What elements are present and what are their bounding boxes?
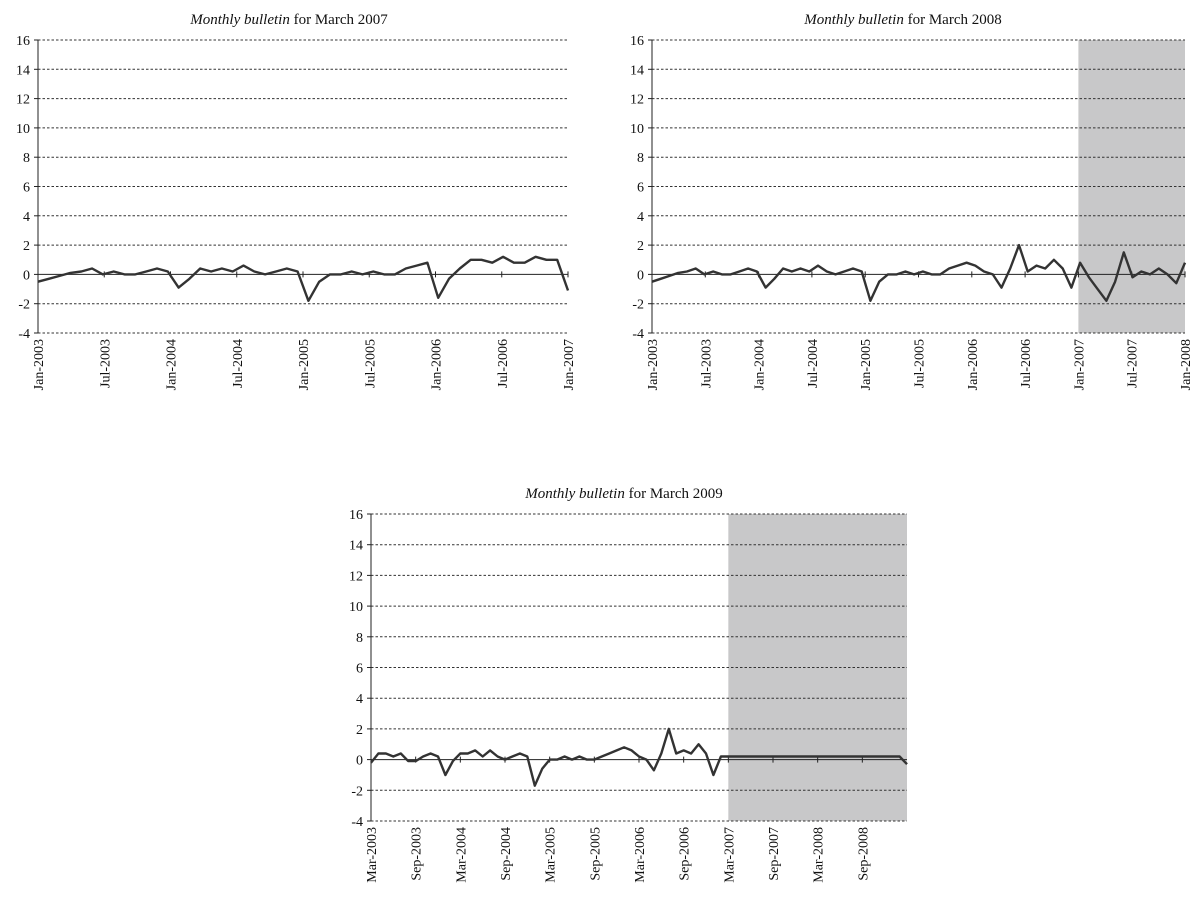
y-tick-label: 10 bbox=[16, 122, 30, 137]
chart-panel-1: Monthly bulletin for March 2007 -4 -2 0 2 4 6… bbox=[16, 12, 577, 390]
x-tick-label: Jul-2003 bbox=[699, 339, 714, 388]
x-tick-label: Jul-2006 bbox=[496, 339, 511, 388]
x-tick-label: Sep-2007 bbox=[767, 827, 782, 881]
x-tick-label: Mar-2005 bbox=[544, 827, 559, 883]
y-tick-label: -2 bbox=[632, 298, 644, 313]
x-tick-label: Mar-2003 bbox=[365, 827, 380, 883]
series-line bbox=[37, 255, 570, 302]
y-tick-label: 8 bbox=[637, 151, 644, 166]
x-tick-label: Sep-2005 bbox=[588, 827, 603, 881]
y-tick-label: -2 bbox=[18, 298, 30, 313]
y-tick-label: 0 bbox=[23, 268, 30, 283]
y-tick-label: -4 bbox=[351, 815, 363, 830]
x-tick-label: Jan-2007 bbox=[562, 339, 577, 390]
y-tick-label: -4 bbox=[18, 327, 30, 342]
x-tick-label: Jan-2005 bbox=[297, 339, 312, 390]
x-tick-label: Jul-2004 bbox=[231, 339, 246, 388]
x-tick-label: Jul-2004 bbox=[806, 339, 821, 388]
chart-panel-2: Monthly bulletin for March 2008 -4 -2 0 2 4 6… bbox=[630, 12, 1192, 390]
x-tick-label: Jan-2003 bbox=[32, 339, 47, 390]
series-line bbox=[651, 243, 1187, 302]
x-tick-label: Sep-2004 bbox=[499, 827, 514, 881]
x-tick-label: Jan-2008 bbox=[1179, 339, 1192, 390]
x-tick-label: Jan-2007 bbox=[1072, 339, 1087, 390]
x-tick-label: Jul-2007 bbox=[1126, 339, 1141, 388]
x-tick-label: Mar-2004 bbox=[454, 827, 469, 883]
x-tick-label: Jan-2004 bbox=[165, 339, 180, 390]
y-tick-label: 14 bbox=[16, 63, 30, 78]
y-tick-label: 10 bbox=[349, 600, 363, 615]
y-tick-label: 8 bbox=[23, 151, 30, 166]
y-tick-label: 4 bbox=[356, 692, 363, 707]
x-tick-label: Jan-2006 bbox=[966, 339, 981, 390]
y-tick-label: 12 bbox=[630, 93, 644, 108]
x-tick-label: Sep-2006 bbox=[678, 827, 693, 881]
y-tick-label: 4 bbox=[23, 210, 30, 225]
x-tick-label: Jul-2003 bbox=[98, 339, 113, 388]
x-tick-label: Jan-2003 bbox=[646, 339, 661, 390]
y-tick-label: 14 bbox=[630, 63, 644, 78]
y-tick-label: 14 bbox=[349, 539, 363, 554]
x-tick-label: Sep-2008 bbox=[856, 827, 871, 881]
y-tick-label: 6 bbox=[23, 181, 30, 196]
x-tick-label: Jul-2005 bbox=[363, 339, 378, 388]
y-tick-label: -4 bbox=[632, 327, 644, 342]
x-tick-label: Mar-2006 bbox=[633, 827, 648, 883]
chart-panel-3: Monthly bulletin for March 2009 -4 -2 0 2 4 6… bbox=[349, 486, 908, 883]
y-tick-label: 0 bbox=[356, 754, 363, 769]
x-tick-label: Jan-2005 bbox=[859, 339, 874, 390]
series-line bbox=[370, 727, 908, 787]
y-tick-label: 2 bbox=[637, 239, 644, 254]
x-tick-label: Sep-2003 bbox=[410, 827, 425, 881]
y-tick-label: 4 bbox=[637, 210, 644, 225]
chart-title-1: Monthly bulletin for March 2007 bbox=[189, 12, 388, 28]
y-tick-label: 8 bbox=[356, 631, 363, 646]
y-tick-label: 10 bbox=[630, 122, 644, 137]
y-tick-label: 16 bbox=[16, 34, 30, 49]
y-tick-label: 6 bbox=[356, 662, 363, 677]
y-tick-label: 6 bbox=[637, 181, 644, 196]
y-tick-label: 12 bbox=[16, 93, 30, 108]
x-tick-label: Jan-2006 bbox=[430, 339, 445, 390]
x-tick-label: Jan-2004 bbox=[753, 339, 768, 390]
y-tick-label: 12 bbox=[349, 569, 363, 584]
x-tick-label: Jul-2005 bbox=[913, 339, 928, 388]
y-tick-label: 2 bbox=[356, 723, 363, 738]
x-tick-label: Mar-2007 bbox=[722, 827, 737, 883]
y-tick-label: 2 bbox=[23, 239, 30, 254]
y-tick-label: 0 bbox=[637, 268, 644, 283]
y-tick-label: 16 bbox=[630, 34, 644, 49]
y-tick-label: 16 bbox=[349, 508, 363, 523]
chart-title-3: Monthly bulletin for March 2009 bbox=[524, 486, 722, 502]
x-tick-label: Mar-2008 bbox=[812, 827, 827, 883]
chart-title-2: Monthly bulletin for March 2008 bbox=[803, 12, 1001, 28]
x-tick-label: Jul-2006 bbox=[1019, 339, 1034, 388]
y-tick-label: -2 bbox=[351, 784, 363, 799]
